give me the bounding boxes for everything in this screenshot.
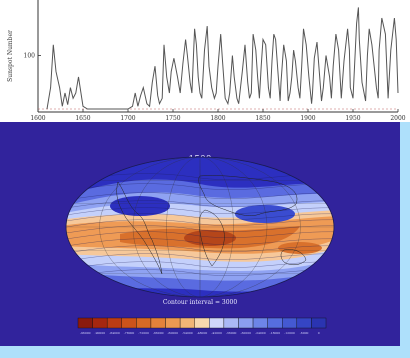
sunspot-chart: 1600 1650 1700 1750 1800 1850 1900 1950 2000 100… [0, 0, 410, 122]
colorbar: -96000 -90000 -84000 -78000 -72000 -66000 -600… [77, 317, 327, 335]
colorbar-label: -12000 [284, 331, 295, 335]
y-tick-label: 100 [24, 53, 36, 60]
colorbar-swatch [121, 317, 137, 329]
x-tick-label: 1850 [255, 115, 270, 122]
graticule-meridian [166, 157, 234, 297]
coast-eurasia [198, 175, 298, 216]
colorbar-label: -96000 [80, 331, 91, 335]
x-tick-label: 1600 [30, 115, 45, 122]
y-ticks: 100 [24, 53, 41, 60]
colorbar-label: -84000 [109, 331, 120, 335]
contour-band-warm-4 [184, 230, 236, 246]
bottom-margin-strip [0, 346, 410, 358]
contour-line [66, 238, 334, 248]
colorbar-swatch [106, 317, 122, 329]
globe-outline [65, 156, 335, 298]
colorbar-swatch [136, 317, 152, 329]
contour-line [66, 261, 334, 271]
colorbar-label: -36000 [226, 331, 237, 335]
x-ticks: 1600 1650 1700 1750 1800 1850 1900 1950 2000 [30, 109, 406, 122]
contour-line [66, 219, 334, 229]
contour-line [66, 253, 334, 263]
colorbar-label: -90000 [95, 331, 106, 335]
climate-map-svg: 1500 Contour interval = 3000 -960 [65, 155, 335, 335]
colorbar-label: -54000 [182, 331, 193, 335]
coast-americas [116, 181, 163, 275]
contour-line [66, 183, 334, 193]
colorbar-swatch [179, 317, 195, 329]
colorbar-label: -78000 [124, 331, 135, 335]
colorbar-label: -18000 [270, 331, 281, 335]
colorbar-swatch [238, 317, 254, 329]
x-tick-label: 1700 [120, 115, 135, 122]
contour-line [66, 231, 334, 241]
colorbar-label: 0 [318, 331, 320, 335]
x-tick-label: 1800 [210, 115, 225, 122]
colorbar-swatch [223, 317, 239, 329]
sunspot-chart-svg: 1600 1650 1700 1750 1800 1850 1900 1950 2000 100… [7, 0, 406, 122]
graticule-meridian [99, 157, 301, 297]
contour-low-east [278, 242, 322, 254]
contour-line [66, 207, 334, 217]
colorbar-swatch [296, 317, 312, 329]
right-margin-strip [400, 122, 410, 358]
contour-high-ne [235, 205, 295, 223]
graticule-meridian [199, 157, 201, 297]
colorbar-label: -60000 [168, 331, 179, 335]
x-tick-label: 1950 [345, 115, 360, 122]
x-tick-label: 1750 [165, 115, 180, 122]
colorbar-swatch [150, 317, 166, 329]
colorbar-label: -6000 [300, 331, 309, 335]
contour-line [66, 269, 334, 279]
globe-contours [66, 157, 334, 297]
colorbar-swatch [252, 317, 268, 329]
colorbar-swatch [194, 317, 210, 329]
contour-line [66, 245, 334, 255]
colorbar-label: -24000 [255, 331, 266, 335]
colorbar-label: -72000 [138, 331, 149, 335]
colorbar-swatch [209, 317, 225, 329]
sunspot-series-line [46, 7, 399, 110]
colorbar-swatch [77, 317, 93, 329]
y-axis-label: Sunspot Number [7, 30, 14, 82]
x-tick-label: 2000 [390, 115, 405, 122]
colorbar-swatch [267, 317, 283, 329]
colorbar-label: -48000 [197, 331, 208, 335]
colorbar-label: -30000 [240, 331, 251, 335]
contour-lines [66, 173, 334, 279]
coastlines [116, 175, 307, 275]
colorbar-swatch [282, 317, 298, 329]
coast-africa [198, 209, 225, 267]
contour-line [66, 192, 334, 202]
climate-map-panel: 1500 Contour interval = 3000 -960 [0, 122, 400, 346]
colorbar-swatch [311, 317, 327, 329]
x-tick-label: 1650 [75, 115, 90, 122]
contour-high-sw [110, 196, 170, 216]
colorbar-swatch [165, 317, 181, 329]
contour-interval-label: Contour interval = 3000 [163, 299, 238, 306]
coast-australia [280, 249, 307, 265]
contour-line [66, 225, 334, 235]
x-tick-label: 1900 [300, 115, 315, 122]
colorbar-label: -66000 [153, 331, 164, 335]
colorbar-label: -42000 [211, 331, 222, 335]
colorbar-swatch [92, 317, 108, 329]
contour-line [66, 213, 334, 223]
